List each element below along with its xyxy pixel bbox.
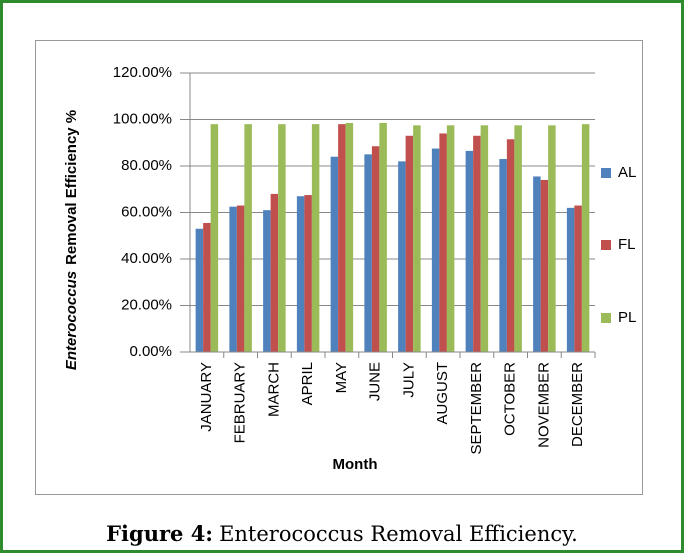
bar xyxy=(311,124,320,353)
bar xyxy=(270,193,279,352)
bar xyxy=(304,195,312,352)
x-tick-label: MAY xyxy=(333,362,350,393)
bar xyxy=(330,156,339,352)
caption-text: Enterococcus Removal Efficiency. xyxy=(219,522,578,546)
bar xyxy=(473,135,481,352)
bar xyxy=(446,125,455,352)
x-tick-label: DECEMBER xyxy=(569,362,586,447)
bar xyxy=(431,148,440,352)
bar xyxy=(480,125,489,352)
legend-label: PL xyxy=(618,309,636,326)
legend-label: AL xyxy=(618,164,636,181)
bar xyxy=(413,125,421,352)
y-tick-label: 60.00% xyxy=(121,203,172,220)
x-tick-label: AUGUST xyxy=(434,362,451,425)
bar xyxy=(398,161,406,352)
legend-swatch xyxy=(601,168,611,178)
bar xyxy=(338,124,346,353)
bar xyxy=(203,222,211,352)
x-tick-label: MARCH xyxy=(265,362,282,417)
bar xyxy=(278,124,286,353)
bar xyxy=(506,139,515,352)
caption: Figure 4: Enterococcus Removal Efficiency… xyxy=(106,521,578,546)
bar xyxy=(263,210,271,352)
bar xyxy=(439,133,447,352)
bar xyxy=(364,154,372,352)
bar xyxy=(548,125,556,352)
legend-swatch xyxy=(601,313,611,323)
y-tick-label: 80.00% xyxy=(121,157,172,174)
bar xyxy=(236,205,245,352)
bar xyxy=(379,122,387,352)
x-tick-label: JUNE xyxy=(367,362,384,401)
bar xyxy=(514,125,522,352)
bar xyxy=(195,228,204,352)
y-axis-label-rest: Removal Efficiency % xyxy=(63,110,80,265)
bar xyxy=(581,124,590,353)
bar xyxy=(540,179,549,352)
y-tick-label: 40.00% xyxy=(121,250,172,267)
bar xyxy=(244,124,252,353)
y-tick-label: 0.00% xyxy=(129,343,172,360)
bar xyxy=(405,135,414,352)
y-tick-label: 100.00% xyxy=(113,110,172,127)
bar xyxy=(371,146,380,352)
bar xyxy=(499,159,507,352)
y-axis-label-italic: Enterococcus xyxy=(63,271,80,370)
caption-label: Figure 4: xyxy=(106,521,213,546)
x-tick-label: FEBRUARY xyxy=(232,362,249,443)
bar xyxy=(345,122,354,352)
x-axis-label: Month xyxy=(333,456,378,473)
bar xyxy=(296,196,305,352)
bar xyxy=(465,150,474,352)
bar xyxy=(574,205,582,352)
bar xyxy=(210,124,219,353)
x-tick-label: JANUARY xyxy=(198,362,215,432)
x-tick-label: NOVEMBER xyxy=(535,362,552,448)
y-tick-label: 20.00% xyxy=(121,296,172,313)
legend-label: FL xyxy=(618,236,636,253)
bar xyxy=(229,206,237,352)
x-tick-label: APRIL xyxy=(299,362,316,405)
legend-swatch xyxy=(601,240,611,250)
x-tick-label: JULY xyxy=(400,362,417,398)
y-tick-label: 120.00% xyxy=(113,64,172,81)
bar xyxy=(566,207,575,352)
bar xyxy=(533,176,541,352)
x-tick-label: OCTOBER xyxy=(502,362,519,436)
y-axis-label: Enterococcus Removal Efficiency % xyxy=(63,110,80,370)
x-tick-label: SEPTEMBER xyxy=(468,362,485,455)
